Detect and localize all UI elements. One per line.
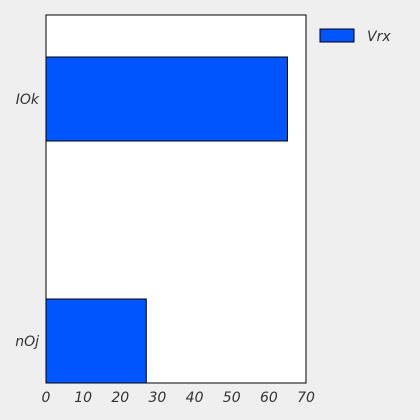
x-tick-label-60: 60	[260, 390, 278, 406]
bar-IOk	[45, 56, 288, 142]
ticks-layer: IOk nOj 0 10 20 30 40 50 60 70	[15, 92, 315, 406]
x-tick-label-50: 50	[223, 390, 241, 406]
x-tick-label-20: 20	[111, 390, 129, 406]
bars-layer	[45, 56, 288, 384]
y-tick-label-nOj: nOj	[15, 334, 39, 350]
legend: Vrx	[319, 28, 391, 45]
x-tick-label-0: 0	[42, 390, 51, 406]
x-tick-label-10: 10	[74, 390, 92, 406]
bar-nOj	[45, 298, 147, 384]
legend-label-Vrx: Vrx	[367, 29, 391, 45]
legend-swatch-Vrx	[319, 28, 355, 43]
y-tick-label-IOk: IOk	[16, 92, 40, 108]
plot-frame	[45, 14, 307, 384]
x-tick-label-70: 70	[297, 390, 315, 406]
x-tick-label-30: 30	[149, 390, 167, 406]
x-tick-label-40: 40	[186, 390, 204, 406]
